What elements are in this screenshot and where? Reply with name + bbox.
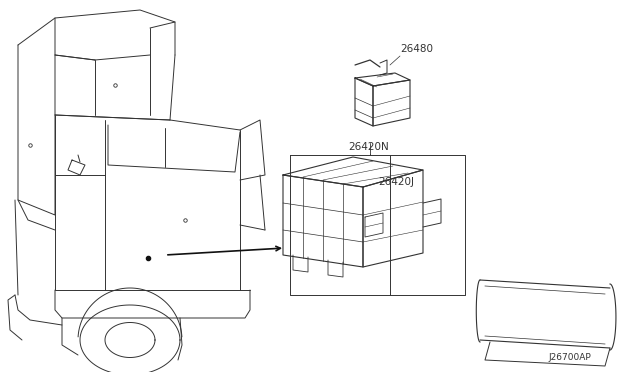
Text: 26420J: 26420J	[378, 177, 414, 187]
Text: J26700AP: J26700AP	[548, 353, 591, 362]
Text: 26420N: 26420N	[348, 142, 388, 152]
Text: 26480: 26480	[400, 44, 433, 54]
